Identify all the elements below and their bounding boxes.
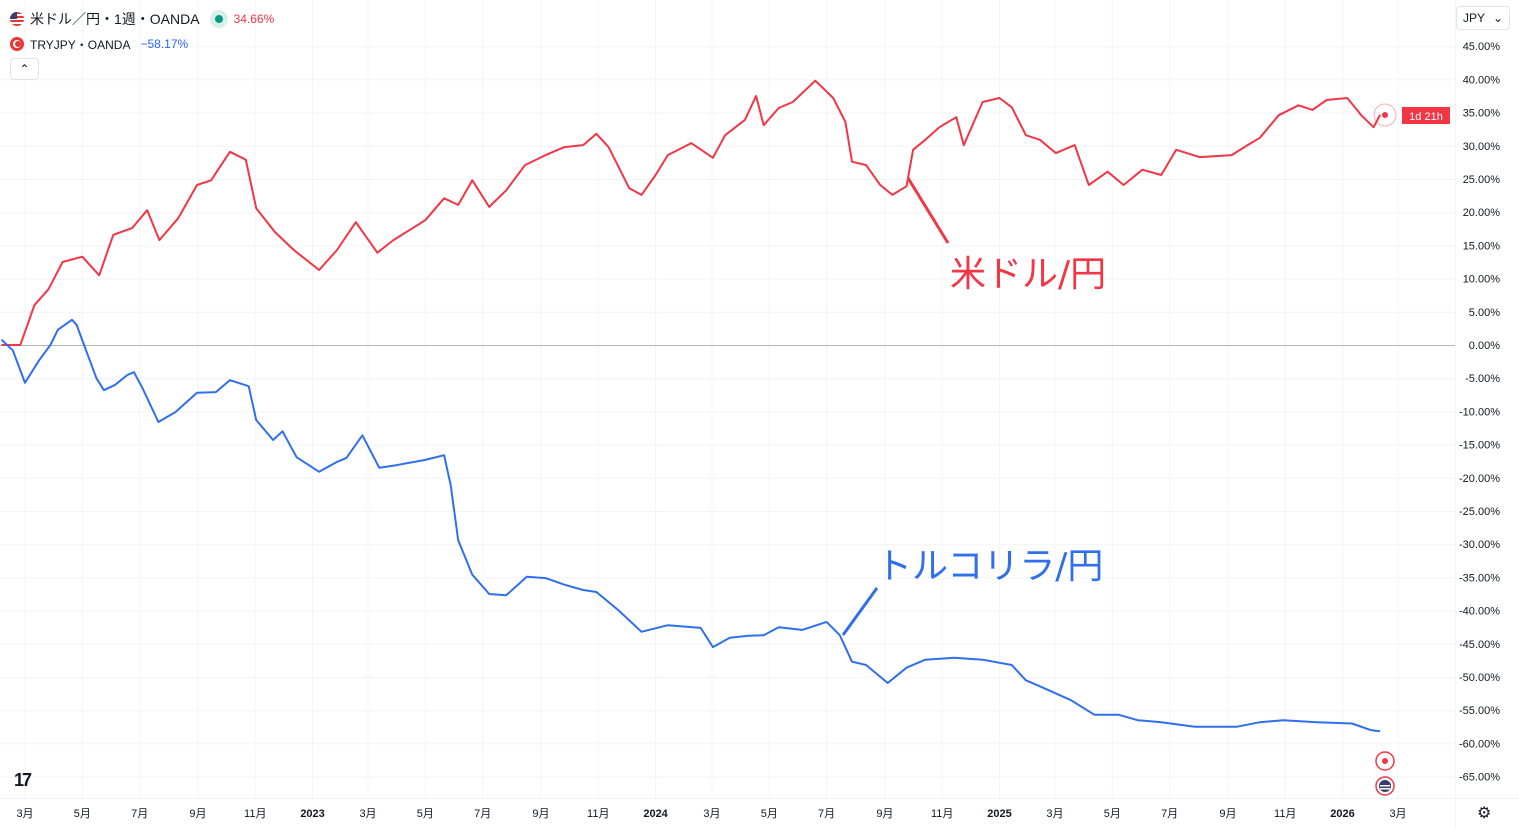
x-tick-label: 3月 (703, 808, 720, 820)
x-tick-label: 2025 (987, 808, 1011, 820)
tradingview-logo-icon[interactable]: 17 (14, 770, 32, 790)
y-tick-label: 40.00% (1463, 74, 1501, 86)
x-tick-label: 2023 (300, 808, 324, 820)
x-tick-label: 5月 (1104, 808, 1121, 820)
y-tick-label: 45.00% (1463, 41, 1501, 53)
event-marker-icon[interactable] (1375, 751, 1395, 771)
x-tick-label: 3月 (1046, 808, 1063, 820)
x-tick-label: 9月 (1219, 808, 1236, 820)
y-tick-label: 15.00% (1463, 240, 1501, 252)
x-tick-label: 11月 (931, 808, 953, 820)
y-tick-label: -15.00% (1459, 440, 1500, 452)
currency-select[interactable]: JPY ⌄ (1456, 6, 1510, 30)
y-tick-label: -20.00% (1459, 473, 1500, 485)
y-tick-label: -50.00% (1459, 672, 1500, 684)
grid (0, 0, 1455, 798)
us-flag-icon (10, 12, 24, 26)
x-tick-label: 2026 (1330, 808, 1354, 820)
usdjpy-line (1, 79, 1381, 346)
y-tick-label: -45.00% (1459, 639, 1500, 651)
tryjpy-line (0, 318, 1381, 733)
tryjpy-annotation-line (841, 587, 879, 636)
x-tick-label: 7月 (474, 808, 491, 820)
x-tick-label: 11月 (1274, 808, 1296, 820)
y-tick-label: 5.00% (1469, 307, 1500, 319)
usdjpy-annotation-line (906, 177, 950, 244)
time-axis[interactable]: 3月 5月 7月 9月 11月 2023 3月 5月 7月 9月 11月 2024 3月 5月 7月 9月 11… (16, 808, 1406, 820)
x-tick-label: 5月 (74, 808, 91, 820)
x-tick-label: 9月 (532, 808, 549, 820)
main-series-title: 米ドル／円・1週・OANDA (30, 11, 200, 27)
x-tick-label: 7月 (131, 808, 148, 820)
y-tick-label: 10.00% (1463, 274, 1501, 286)
turkey-flag-icon (10, 37, 24, 51)
x-tick-label: 5月 (417, 808, 434, 820)
x-tick-label: 3月 (16, 808, 33, 820)
x-tick-label: 9月 (876, 808, 893, 820)
y-tick-label: 35.00% (1463, 108, 1501, 120)
x-tick-label: 7月 (1161, 808, 1178, 820)
chevron-up-icon: ⌃ (19, 62, 30, 76)
series-layer (0, 79, 1381, 733)
last-point-marker (1373, 103, 1397, 127)
legend-main-series[interactable]: 米ドル／円・1週・OANDA 34.66% (10, 9, 274, 29)
us-flag-event-icon[interactable] (1375, 776, 1395, 796)
x-tick-label: 7月 (818, 808, 835, 820)
market-open-icon (209, 10, 228, 28)
y-tick-label: -5.00% (1465, 373, 1500, 385)
y-tick-label: 20.00% (1463, 207, 1501, 219)
price-axis[interactable]: 45.00% 40.00% 35.00% 30.00% 25.00% 20.00% 15.0… (1459, 41, 1500, 783)
y-tick-label: 25.00% (1463, 174, 1501, 186)
legend: 米ドル／円・1週・OANDA 34.66% TRYJPY・OANDA −58.1… (10, 9, 274, 54)
x-tick-label: 5月 (761, 808, 778, 820)
usdjpy-annotation-text: 米ドル/円 (950, 254, 1106, 295)
legend-compare-series[interactable]: TRYJPY・OANDA −58.17% (10, 34, 274, 54)
countdown-label: 1d 21h (1402, 107, 1450, 124)
y-tick-label: -65.00% (1459, 772, 1500, 784)
chevron-down-icon: ⌄ (1492, 11, 1503, 25)
x-tick-label: 2024 (643, 808, 668, 820)
y-tick-label: -40.00% (1459, 606, 1500, 618)
compare-series-title: TRYJPY・OANDA (30, 37, 131, 52)
currency-value: JPY (1463, 11, 1486, 25)
x-tick-label: 3月 (359, 808, 376, 820)
main-series-change: 34.66% (233, 12, 275, 26)
x-tick-label: 9月 (189, 808, 206, 820)
x-tick-label: 3月 (1389, 808, 1406, 820)
y-tick-label: 30.00% (1463, 141, 1501, 153)
y-tick-label: 0.00% (1469, 340, 1500, 352)
y-tick-label: -55.00% (1459, 705, 1500, 717)
y-tick-label: -60.00% (1459, 738, 1500, 750)
y-tick-label: -25.00% (1459, 506, 1500, 518)
countdown-text: 1d 21h (1409, 111, 1443, 123)
gear-icon[interactable]: ⚙ (1477, 805, 1492, 822)
tryjpy-annotation-text: トルコリラ/円 (876, 546, 1103, 587)
x-tick-label: 11月 (587, 808, 609, 820)
legend-collapse-button[interactable]: ⌃ (10, 58, 39, 80)
x-tick-label: 11月 (244, 808, 266, 820)
compare-series-change: −58.17% (140, 37, 189, 51)
annotations: 米ドル/円 トルコリラ/円 (841, 177, 1106, 636)
y-tick-label: -10.00% (1459, 406, 1500, 418)
y-tick-label: -30.00% (1459, 539, 1500, 551)
y-tick-label: -35.00% (1459, 572, 1500, 584)
